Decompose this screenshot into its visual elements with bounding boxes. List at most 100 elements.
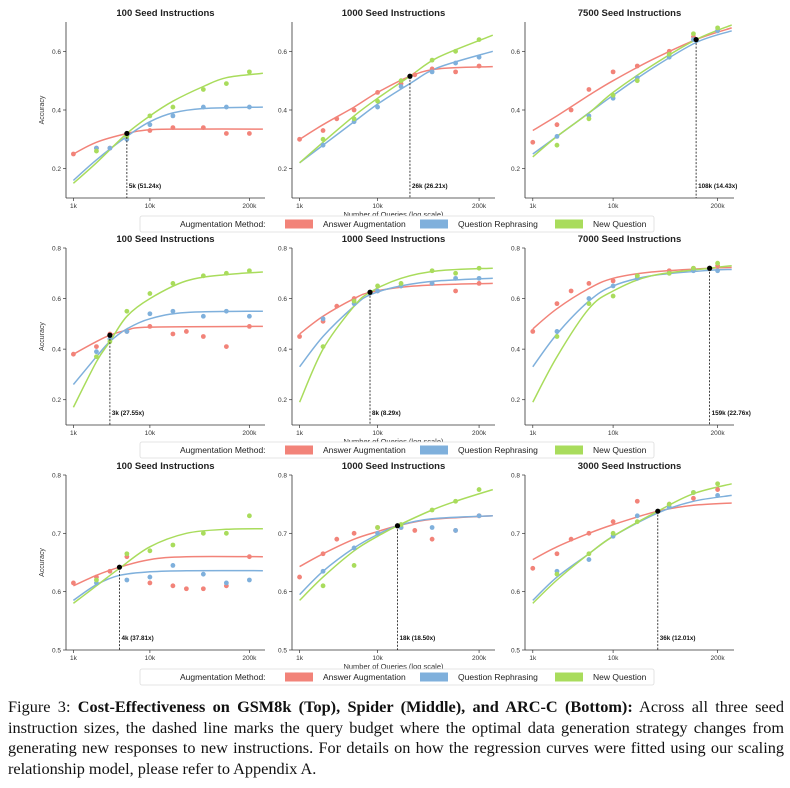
chart-title: 1000 Seed Instructions [342, 234, 445, 245]
data-point-answer [610, 519, 616, 525]
data-point-answer [71, 151, 76, 157]
data-point-answer [453, 288, 458, 294]
fit-curve-newq [532, 24, 732, 158]
data-point-newq [586, 551, 592, 557]
legend-swatch-newq [555, 672, 583, 682]
x-tick-label: 200k [242, 203, 257, 210]
data-point-newq [476, 487, 482, 492]
legend-1: Augmentation Method: Answer Augmentation Q… [139, 215, 655, 233]
legend-swatch-newq [555, 445, 583, 455]
data-point-rephrase [634, 513, 640, 519]
data-point-newq [429, 57, 435, 63]
crossover-point [655, 508, 661, 514]
data-point-answer [223, 344, 229, 350]
legend-swatch-answer [285, 672, 313, 682]
chart-panel-4: 100 Seed Instructions 0.2 0.4 0.6 0.8 1k 10k 20… [39, 234, 265, 437]
legend-3: Augmentation Method: Answer Augmentation Q… [139, 668, 655, 686]
crossover-point [394, 523, 401, 529]
crossover-label: 18k (18.50x) [399, 635, 435, 642]
data-point-newq [147, 291, 153, 296]
x-tick-label: 200k [711, 655, 726, 662]
data-point-rephrase [223, 308, 229, 314]
data-point-newq [200, 530, 206, 536]
data-point-newq [398, 78, 404, 84]
legend-label-rephrase: Question Rephrasing [458, 445, 538, 455]
legend-label-newq: New Question [593, 219, 647, 229]
y-tick-label: 0.4 [52, 108, 61, 115]
x-tick-label: 10k [608, 203, 619, 210]
data-point-answer [375, 90, 380, 95]
data-point-newq [320, 136, 326, 142]
x-axis-label: Number of Queries (log scale) [343, 437, 444, 446]
crossover-point [116, 564, 123, 570]
data-point-newq [107, 339, 113, 344]
legend-swatch-rephrase [420, 445, 448, 455]
data-point-newq [691, 490, 696, 495]
y-tick-label: 0.6 [52, 589, 61, 596]
crossover-point [367, 289, 373, 295]
data-point-answer [223, 131, 229, 136]
data-point-rephrase [320, 142, 326, 148]
y-tick-label: 0.2 [52, 166, 61, 173]
fit-curve-answer [299, 65, 493, 140]
fit-curve-answer [299, 515, 493, 568]
legend-title: Augmentation Method: [180, 672, 266, 682]
data-point-newq [453, 498, 458, 504]
y-tick-label: 0.5 [511, 648, 520, 655]
y-tick-label: 0.2 [278, 397, 287, 404]
crossover-label: 5k (51.24x) [129, 183, 161, 190]
data-point-answer [568, 536, 574, 542]
legend-swatch-newq [555, 219, 583, 229]
crossover-point [107, 332, 113, 338]
data-point-answer [246, 131, 252, 136]
data-point-rephrase [476, 275, 482, 281]
fit-curve-answer [532, 502, 732, 561]
x-tick-label: 10k [145, 203, 156, 210]
data-point-newq [170, 104, 176, 110]
fit-curve-newq [72, 72, 263, 184]
y-tick-label: 0.4 [278, 108, 287, 115]
crossover-point [693, 37, 699, 43]
data-point-answer [568, 288, 574, 294]
data-point-answer [320, 128, 326, 133]
y-tick-label: 0.6 [278, 589, 287, 596]
legend-label-newq: New Question [593, 672, 647, 682]
data-point-rephrase [715, 268, 721, 274]
data-point-answer [200, 586, 206, 592]
x-tick-label: 1k [296, 203, 304, 210]
crossover-point [407, 73, 413, 79]
x-tick-label: 10k [145, 430, 156, 437]
legend-label-rephrase: Question Rephrasing [458, 672, 538, 682]
y-tick-label: 0.6 [511, 49, 520, 56]
chart-panel-5: 1000 Seed Instructions 0.2 0.4 0.6 0.8 1k 10k 2… [278, 234, 495, 446]
chart-panel-8: 1000 Seed Instructions 0.5 0.6 0.7 0.8 1k 10k 2… [278, 461, 495, 671]
data-point-answer [334, 116, 340, 122]
data-point-answer [554, 122, 560, 128]
legend-label-answer: Answer Augmentation [323, 445, 406, 455]
x-tick-label: 1k [529, 203, 537, 210]
y-tick-label: 0.5 [52, 648, 61, 655]
data-point-answer [554, 551, 560, 557]
data-point-newq [94, 354, 99, 360]
chart-title: 1000 Seed Instructions [342, 8, 445, 19]
data-point-rephrase [170, 563, 176, 568]
data-point-newq [246, 268, 252, 274]
y-tick-label: 0.7 [278, 531, 287, 538]
data-point-answer [586, 530, 592, 536]
data-point-answer [715, 487, 721, 492]
data-point-newq [554, 142, 560, 148]
x-tick-label: 1k [70, 203, 78, 210]
data-point-answer [246, 554, 252, 560]
chart-panel-9: 3000 Seed Instructions 0.5 0.6 0.7 0.8 1k 10k 2… [511, 461, 734, 662]
crossover-label: 3k (27.55x) [112, 410, 144, 417]
x-tick-label: 200k [472, 655, 487, 662]
y-tick-label: 0.6 [52, 296, 61, 303]
data-point-newq [634, 519, 640, 525]
data-point-rephrase [124, 329, 130, 334]
data-point-rephrase [375, 104, 380, 110]
data-point-rephrase [375, 288, 380, 294]
data-point-rephrase [320, 568, 326, 574]
data-point-newq [453, 270, 458, 276]
y-tick-label: 0.4 [511, 347, 520, 354]
legend-swatch-answer [285, 445, 313, 455]
